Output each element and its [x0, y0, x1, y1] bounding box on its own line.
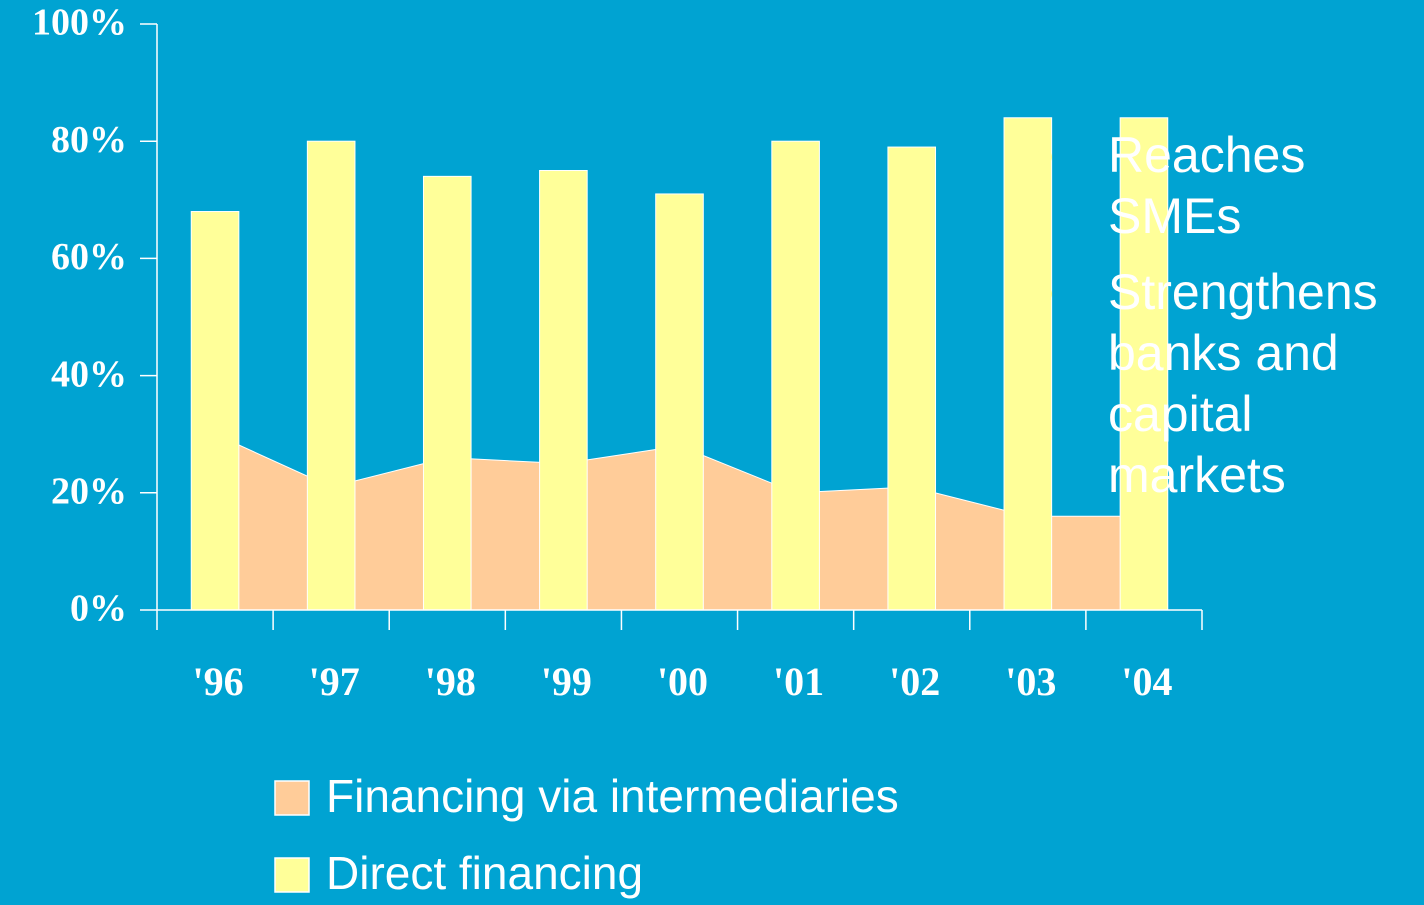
x-tick-label: '04 — [1121, 659, 1172, 704]
bar — [539, 170, 588, 611]
x-tick-label: '97 — [309, 659, 360, 704]
annotation: Reaches SMEs — [1030, 125, 1360, 247]
x-tick-label: '00 — [657, 659, 708, 704]
bar — [1003, 117, 1053, 611]
y-tick-label: 60% — [51, 236, 127, 278]
annotation-text: Reaches SMEs — [1108, 127, 1306, 244]
annotation-text: Strengthens banks and capital markets — [1108, 264, 1378, 503]
bar — [422, 175, 472, 611]
bullet — [1036, 286, 1052, 302]
bullet — [1036, 149, 1052, 165]
legend-swatch — [274, 780, 310, 816]
bar — [655, 193, 704, 611]
x-tick-label: '03 — [1005, 659, 1056, 704]
annotation: Strengthens banks and capital markets — [1030, 262, 1378, 506]
y-tick-label: 40% — [51, 353, 127, 395]
y-tick-label: 20% — [51, 471, 127, 513]
bar — [306, 140, 356, 611]
y-tick-label: 80% — [51, 119, 127, 161]
bar — [771, 140, 820, 611]
bar — [190, 211, 240, 611]
x-tick-label: '98 — [425, 659, 476, 704]
bar — [1119, 117, 1169, 611]
x-tick-label: '99 — [541, 659, 592, 704]
legend-swatch — [274, 857, 310, 893]
legend-label: Financing via intermediaries — [326, 770, 899, 822]
x-tick-label: '96 — [192, 659, 243, 704]
x-tick-label: '01 — [773, 659, 824, 704]
legend-label: Direct financing — [326, 847, 643, 899]
y-tick-label: 0% — [70, 588, 127, 630]
bar — [887, 146, 937, 611]
x-tick-label: '02 — [889, 659, 940, 704]
y-tick-label: 100% — [32, 2, 127, 44]
annotations: Reaches SMEs Strengthens banks and capita… — [1030, 125, 1378, 521]
